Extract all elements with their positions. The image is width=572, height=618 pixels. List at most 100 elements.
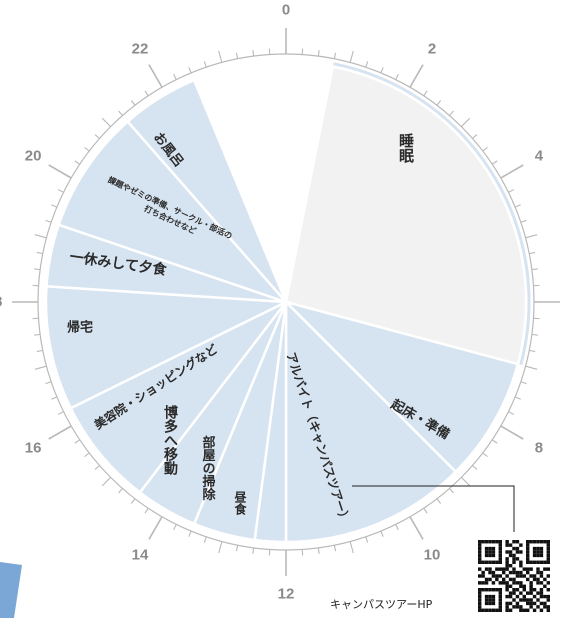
tick [409,516,424,540]
tick [508,189,515,193]
qr-module [512,577,516,582]
qr-module [536,598,540,602]
tick [460,117,471,128]
tick [148,64,163,88]
qr-module [508,550,513,554]
qr-module [505,605,509,609]
qr-module [484,553,489,558]
qr-module [546,598,550,602]
qr-module [519,560,523,564]
qr-module [498,594,502,599]
qr-module [546,581,550,585]
qr-module [522,584,526,588]
tick [365,536,369,543]
qr-module [519,574,523,578]
qr-module [539,594,544,599]
qr-module [512,546,516,551]
qr-module [491,546,496,551]
tick [380,530,384,537]
qr-module [519,591,523,595]
qr-module [481,581,485,585]
qr-module [508,601,513,606]
sector-0 [284,65,528,366]
qr-module [484,601,489,606]
qr-module [481,540,485,544]
qr-module [536,553,540,558]
qr-module [488,567,492,571]
tick [423,90,428,97]
qr-module [539,553,544,558]
qr-module [512,598,516,602]
qr-module [526,553,530,558]
tick [252,50,255,57]
qr-module [515,574,520,578]
tick [101,117,112,128]
qr-module [478,543,482,547]
qr-module [508,564,513,568]
qr-module [526,608,530,612]
qr-module [502,577,506,582]
qr-module [536,605,540,609]
tick [423,507,428,514]
qr-module [498,588,502,592]
qr-module [478,574,482,578]
qr-module [484,567,489,571]
qr-module [488,608,492,612]
qr-module [478,567,482,571]
qr-module [519,605,523,609]
qr-module [488,594,492,599]
qr-module [502,570,506,575]
qr-module [481,560,485,564]
qr-module [508,553,513,558]
qr-module [495,567,499,571]
tick [317,547,320,554]
qr-module [536,577,540,582]
qr-module [512,560,516,564]
qr-module [505,540,509,544]
qr-module [498,543,502,547]
qr-module [536,560,540,564]
qr-module [512,570,516,575]
qr-module [498,546,502,551]
tick [34,333,41,336]
qr-module [491,570,496,575]
tick [520,381,527,385]
tick [188,530,192,537]
qr-module [532,550,537,554]
tick [395,524,399,531]
qr-module [505,564,509,568]
qr-module [498,567,502,571]
tick [491,160,498,165]
tick [514,396,521,400]
qr-module [543,567,547,571]
hour-number: 18 [0,294,2,311]
qr-module [522,567,526,571]
qr-module [488,598,492,602]
qr-module [522,594,526,599]
qr-module [529,581,533,585]
tick [130,100,136,106]
qr-module [491,550,496,554]
qr-module [508,591,513,595]
qr-module [478,540,482,544]
qr-module [488,588,492,592]
qr-module [505,584,509,588]
qr-module [536,567,540,571]
qr-module [508,594,513,599]
tick [349,50,354,63]
qr-module [491,601,496,606]
qr-module [491,581,496,585]
tick [449,488,454,494]
qr-module [505,560,509,564]
hour-number: 16 [25,440,42,457]
tick [51,204,58,208]
qr-module [488,546,492,551]
qr-code[interactable] [478,540,550,612]
qr-module [515,550,520,554]
qr-module [478,605,482,609]
qr-module [478,581,482,585]
qr-module [505,550,509,554]
hour-numbers: 0246810121416182022 [0,2,544,603]
qr-module [546,574,550,578]
